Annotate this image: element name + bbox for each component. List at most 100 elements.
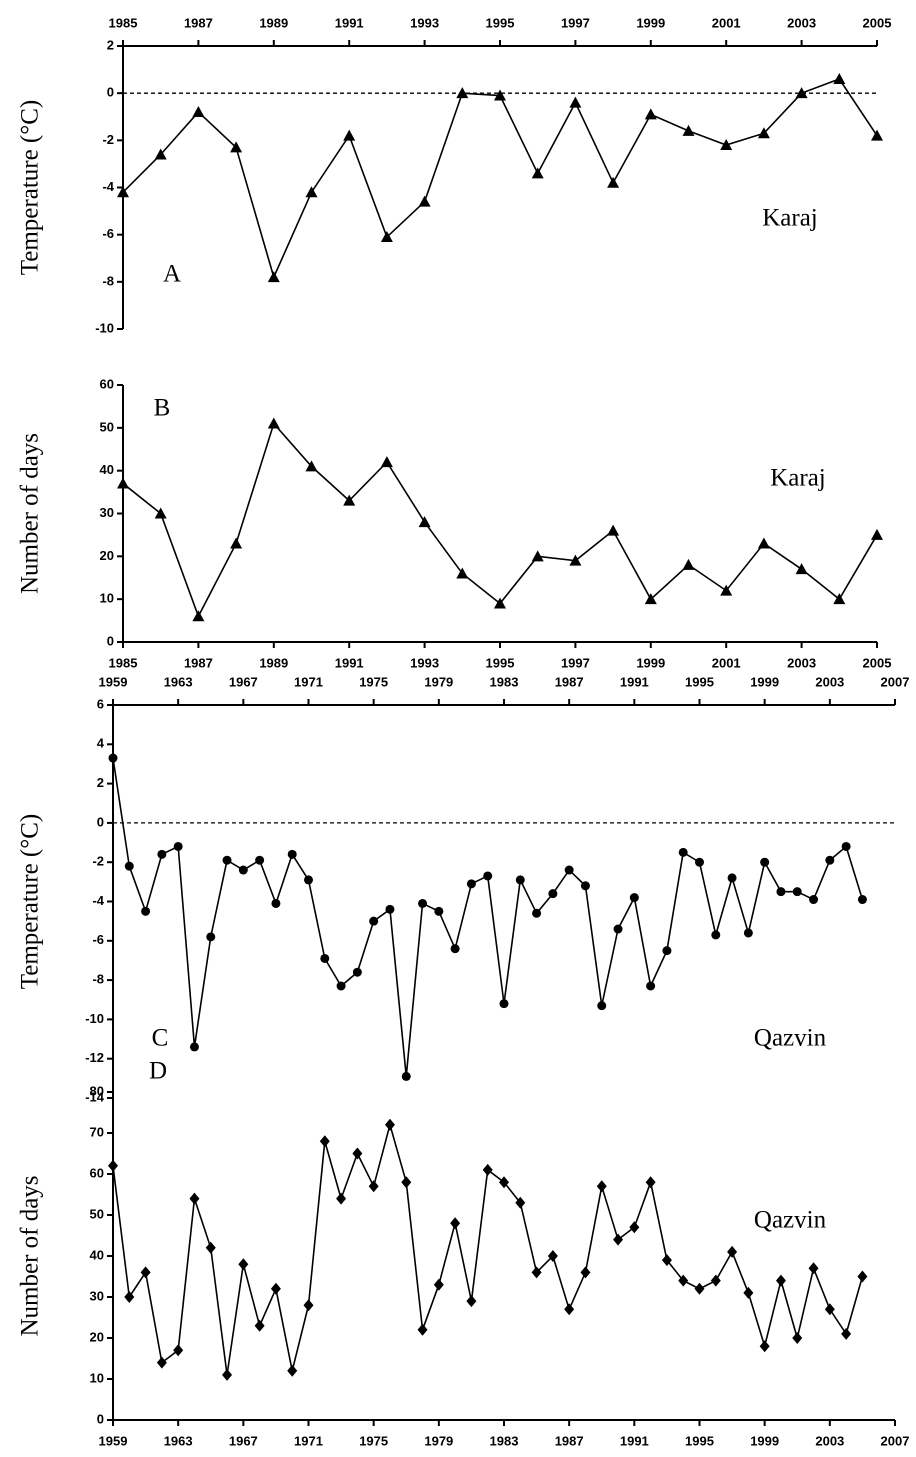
- x-tick-label: 1999: [750, 674, 779, 689]
- marker: [678, 1274, 689, 1287]
- marker: [418, 195, 431, 207]
- marker: [401, 1176, 412, 1189]
- x-tick-label: 1991: [335, 655, 364, 670]
- marker: [580, 881, 590, 891]
- marker: [255, 855, 265, 865]
- marker: [156, 1356, 167, 1369]
- marker: [833, 593, 846, 605]
- y-tick-label: 60: [100, 376, 114, 391]
- x-tick-label: 1985: [109, 15, 138, 30]
- marker: [607, 524, 620, 536]
- series-line: [112, 757, 864, 1077]
- x-tick-label: 1991: [620, 1433, 649, 1448]
- y-tick-label: 10: [90, 1370, 104, 1385]
- marker: [108, 1159, 118, 1172]
- marker: [466, 879, 476, 889]
- x-tick-label: 1963: [164, 674, 193, 689]
- marker: [613, 924, 623, 934]
- marker: [117, 186, 129, 198]
- marker: [682, 558, 695, 570]
- marker: [238, 1258, 249, 1271]
- marker: [531, 550, 544, 562]
- x-tick-label: 1987: [555, 1433, 584, 1448]
- marker: [418, 898, 428, 908]
- marker: [841, 841, 851, 851]
- marker: [775, 1274, 786, 1287]
- x-tick-label: 2005: [863, 655, 892, 670]
- marker: [157, 849, 167, 859]
- marker: [108, 753, 118, 763]
- marker: [254, 1319, 265, 1332]
- x-tick-label: 2003: [815, 1433, 844, 1448]
- marker: [515, 1196, 526, 1209]
- marker: [482, 1163, 493, 1176]
- marker: [857, 1270, 868, 1283]
- marker: [117, 477, 129, 489]
- marker: [434, 906, 444, 916]
- annotation: Qazvin: [754, 1025, 827, 1052]
- y-tick-label: 30: [100, 505, 114, 520]
- marker: [466, 1295, 477, 1308]
- y-tick-label: 0: [97, 814, 104, 829]
- marker: [841, 1327, 852, 1340]
- y-tick-label: 4: [97, 736, 105, 751]
- marker: [270, 1282, 281, 1295]
- y-tick-label: -10: [95, 320, 114, 335]
- y-tick-label: -14: [85, 1089, 105, 1104]
- marker: [720, 584, 733, 596]
- marker: [189, 1192, 200, 1205]
- marker: [287, 849, 297, 859]
- marker: [682, 124, 695, 136]
- marker: [808, 1262, 819, 1275]
- marker: [792, 887, 802, 897]
- marker: [743, 928, 753, 938]
- marker: [230, 537, 243, 549]
- x-tick-label: 1967: [229, 1433, 258, 1448]
- series-line: [112, 1121, 864, 1376]
- x-tick-label: 1979: [424, 674, 453, 689]
- x-tick-label: 1989: [259, 15, 288, 30]
- y-tick-label: 70: [90, 1124, 104, 1139]
- y-tick-label: -8: [102, 273, 114, 288]
- panel-label: C: [152, 1025, 169, 1052]
- marker: [532, 908, 542, 918]
- marker: [124, 861, 134, 871]
- x-tick-label: 1959: [99, 1433, 128, 1448]
- marker: [727, 1245, 738, 1258]
- marker: [456, 87, 469, 99]
- marker: [515, 875, 525, 885]
- x-tick-label: 1999: [636, 15, 665, 30]
- marker: [857, 895, 867, 905]
- marker: [720, 139, 733, 151]
- marker: [305, 460, 318, 472]
- marker: [154, 507, 167, 519]
- x-tick-label: 1991: [335, 15, 364, 30]
- marker: [825, 855, 835, 865]
- annotation: Karaj: [762, 205, 818, 232]
- marker: [401, 1071, 411, 1081]
- y-tick-label: -4: [102, 179, 114, 194]
- series-line: [122, 421, 878, 619]
- marker: [304, 875, 313, 885]
- y-tick-label: -6: [102, 226, 114, 241]
- marker: [547, 1250, 558, 1262]
- y-axis-label: Number of days: [17, 1175, 44, 1336]
- x-tick-label: 2007: [881, 674, 910, 689]
- marker: [569, 554, 582, 566]
- marker: [776, 887, 786, 897]
- marker: [206, 932, 216, 942]
- y-tick-label: 6: [97, 696, 104, 711]
- marker: [433, 1278, 444, 1291]
- x-tick-label: 1997: [561, 655, 590, 670]
- marker: [384, 1118, 395, 1131]
- x-tick-label: 2007: [881, 1433, 910, 1448]
- marker: [267, 271, 280, 283]
- marker: [580, 1266, 591, 1279]
- marker: [238, 865, 248, 875]
- x-tick-label: 1995: [486, 15, 515, 30]
- marker: [173, 841, 183, 851]
- y-tick-label: 30: [90, 1288, 104, 1303]
- y-tick-label: 40: [100, 462, 114, 477]
- marker: [230, 141, 243, 153]
- marker: [222, 1368, 233, 1381]
